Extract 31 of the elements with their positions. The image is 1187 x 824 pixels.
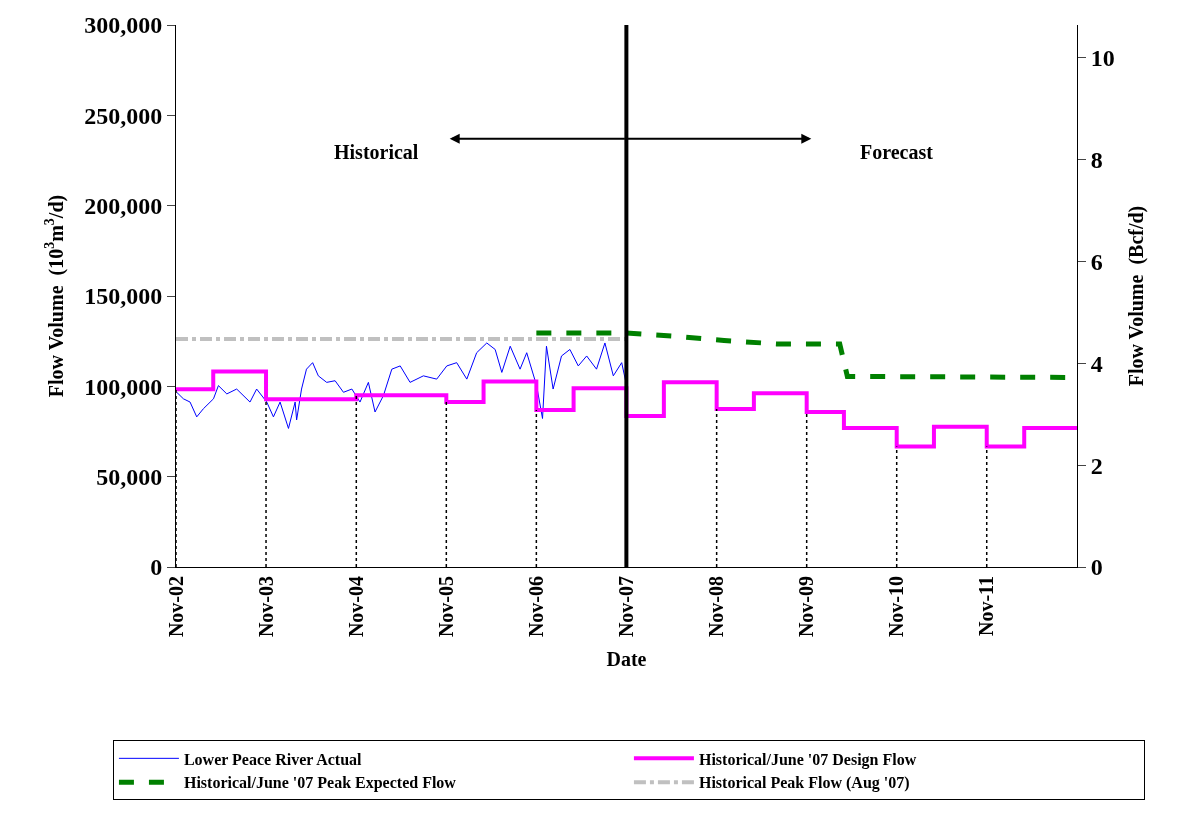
y-tick-label: 0 <box>150 554 163 581</box>
x-tick-label: Nov-07 <box>614 576 637 638</box>
y-tick-label: 200,000 <box>84 193 163 220</box>
x-tick-label: Nov-09 <box>795 576 818 638</box>
y2-tick-label: 6 <box>1090 248 1103 275</box>
legend-label: Historical/June '07 Design Flow <box>698 750 917 769</box>
y-tick-label: 100,000 <box>84 373 163 400</box>
y-tick-label: 300,000 <box>84 12 163 39</box>
x-tick-label: Nov-11 <box>975 576 998 636</box>
legend-label: Historical/June '07 Peak Expected Flow <box>183 774 457 793</box>
legend-label: Historical Peak Flow (Aug '07) <box>698 774 910 793</box>
y-tick-label: 150,000 <box>84 283 163 310</box>
y2-axis-title: Flow Volume (Bcf/d) <box>1125 205 1149 387</box>
x-tick-label: Nov-03 <box>254 576 277 638</box>
y-tick-label: 250,000 <box>84 102 163 129</box>
annotation: Forecast <box>860 141 934 163</box>
y2-tick-label: 4 <box>1090 350 1103 377</box>
y2-tick-label: 8 <box>1090 146 1103 173</box>
x-tick-label: Nov-02 <box>164 576 187 638</box>
x-tick-label: Nov-08 <box>705 576 728 638</box>
y2-tick-label: 10 <box>1090 45 1115 71</box>
y2-tick-label: 2 <box>1090 452 1103 479</box>
x-tick-label: Nov-04 <box>344 576 367 638</box>
x-tick-label: Nov-05 <box>434 576 457 638</box>
x-tick-label: Nov-06 <box>524 576 547 638</box>
legend-label: Lower Peace River Actual <box>183 750 363 768</box>
y2-tick-label: 0 <box>1090 554 1103 581</box>
x-tick-label: Nov-10 <box>885 576 908 638</box>
x-axis-title: Date <box>606 647 647 670</box>
annotation: Historical <box>334 141 419 163</box>
y-tick-label: 50,000 <box>96 464 163 491</box>
